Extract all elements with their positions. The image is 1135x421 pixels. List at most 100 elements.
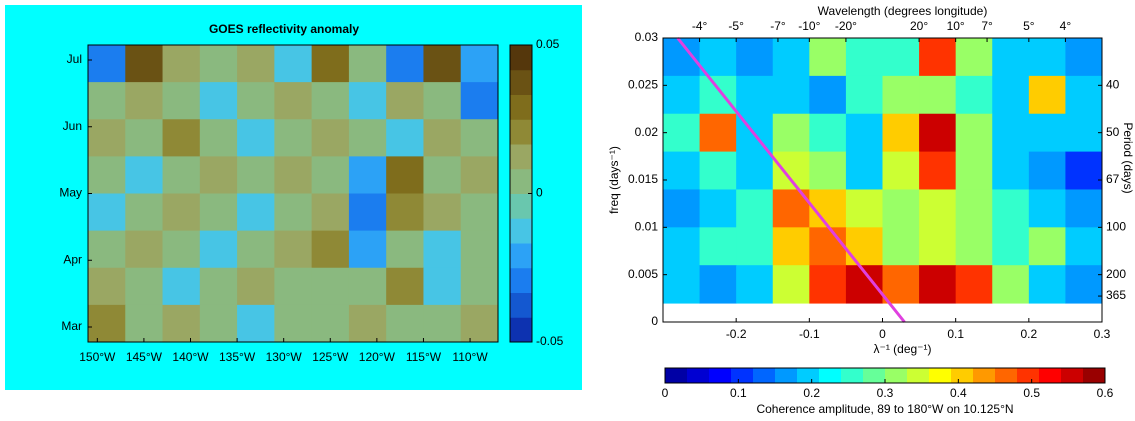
heatmap-cell [845, 38, 883, 77]
colorbar-title: Coherence amplitude, 89 to 180°W on 10.1… [756, 402, 1013, 416]
heatmap-cell [162, 82, 201, 120]
heatmap-cell [955, 151, 993, 190]
heatmap-cell [274, 82, 313, 120]
heatmap-cell [88, 304, 126, 343]
colorbar-band [510, 94, 532, 120]
heatmap-cell [1065, 75, 1103, 115]
heatmap-cell [199, 267, 238, 306]
heatmap-cell [699, 227, 737, 266]
y-tick-label: 0.015 [628, 172, 658, 186]
heatmap-cell [237, 304, 275, 343]
heatmap-cell [348, 156, 387, 194]
heatmap-cell [699, 113, 737, 153]
heatmap-cell [162, 267, 201, 306]
colorbar-tick-label: 0.05 [536, 37, 560, 51]
colorbar-band [510, 119, 532, 145]
x-tick-label: 130°W [266, 350, 303, 364]
heatmap-cell [162, 45, 201, 83]
y-tick-label: 0.02 [635, 125, 659, 139]
heatmap-cell [772, 38, 810, 77]
heatmap-cell [237, 119, 275, 157]
heatmap-cell [882, 75, 920, 115]
heatmap-cell [125, 82, 164, 120]
y-tick-label: Mar [61, 319, 82, 333]
heatmap-cell [199, 156, 238, 194]
x-tick-label: 0.1 [947, 327, 964, 341]
colorbar-band [510, 292, 532, 318]
x-tick-label: -0.2 [726, 327, 747, 341]
colorbar-band [1017, 368, 1040, 383]
heatmap-cell [882, 38, 920, 77]
heatmap-cell [663, 227, 701, 266]
y2-axis-title: Period (days) [1121, 122, 1135, 193]
heatmap-cell [1028, 227, 1066, 266]
heatmap-cell [699, 265, 737, 304]
colorbar-band [885, 368, 908, 383]
reference-line [676, 37, 906, 323]
x2-tick-label: 7° [981, 19, 993, 33]
colorbar-tick-label: 0 [662, 386, 669, 400]
heatmap-cell [125, 45, 164, 83]
heatmap-cell [88, 119, 126, 157]
heatmap-cell [162, 156, 201, 194]
y-tick-label: 0.03 [635, 30, 659, 44]
heatmap-cell [423, 82, 462, 120]
x2-tick-label: -20° [835, 19, 857, 33]
heatmap-cell [348, 82, 387, 120]
heatmap-cell [992, 151, 1030, 190]
heatmap-cell [772, 151, 810, 190]
y-tick-label: May [59, 186, 82, 200]
colorbar-band [819, 368, 842, 383]
colorbar-tick-label: 0.1 [730, 386, 747, 400]
heatmap-cell [162, 119, 201, 157]
colorbar-tick-label: 0.5 [1023, 386, 1040, 400]
heatmap-cell [348, 193, 387, 232]
heatmap-cell [88, 82, 126, 120]
heatmap-cell [845, 75, 883, 115]
heatmap-cell [882, 151, 920, 190]
heatmap-cell [919, 227, 957, 266]
heatmap-cell [348, 267, 387, 306]
x-axis-title: λ⁻¹ (deg⁻¹) [873, 342, 931, 356]
heatmap-cell [919, 113, 957, 153]
y2-tick-label: 50 [1106, 125, 1120, 139]
colorbar-band [510, 218, 532, 244]
colorbar-band [1083, 368, 1106, 383]
heatmap-cell [199, 82, 238, 120]
y-tick-label: 0 [651, 314, 658, 328]
heatmap-cell [663, 265, 701, 304]
heatmap-cell [162, 193, 201, 232]
x2-tick-label: -5° [728, 19, 744, 33]
x2-tick-label: -7° [770, 19, 786, 33]
heatmap-cell [1028, 189, 1066, 228]
heatmap-cell [460, 156, 499, 194]
heatmap-cell [125, 230, 164, 269]
heatmap-cell [423, 119, 462, 157]
x2-tick-label: -10° [798, 19, 820, 33]
heatmap-cell [845, 113, 883, 153]
heatmap-cell [274, 45, 313, 83]
heatmap-cell [460, 82, 499, 120]
heatmap-cell [992, 265, 1030, 304]
x-tick-label: 110°W [452, 350, 488, 364]
heatmap-cell [348, 230, 387, 269]
x2-tick-label: 20° [910, 19, 928, 33]
heatmap-cell [772, 265, 810, 304]
x-tick-label: 120°W [359, 350, 396, 364]
heatmap-cell [919, 189, 957, 228]
colorbar-band [510, 168, 532, 194]
heatmap-cell [772, 227, 810, 266]
heatmap-cell [699, 151, 737, 190]
heatmap-cell [199, 119, 238, 157]
heatmap-cell [274, 156, 313, 194]
heatmap-cell [699, 75, 737, 115]
heatmap-cell [237, 267, 275, 306]
heatmap-cell [237, 82, 275, 120]
heatmap-cell [274, 267, 313, 306]
heatmap-cell [736, 189, 774, 228]
x2-tick-label: -4° [692, 19, 708, 33]
heatmap-cell [311, 267, 350, 306]
heatmap-cell [423, 267, 462, 306]
x2-tick-label: 4° [1060, 19, 1072, 33]
heatmap-cell [125, 304, 164, 343]
